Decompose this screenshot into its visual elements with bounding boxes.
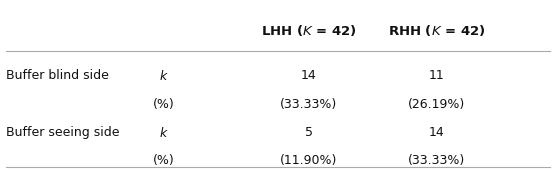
Text: Buffer seeing side: Buffer seeing side (6, 126, 119, 139)
Text: LHH ($\it{K}$ = 42): LHH ($\it{K}$ = 42) (261, 23, 356, 38)
Text: 14: 14 (301, 69, 316, 82)
Text: (%): (%) (153, 154, 175, 167)
Text: Buffer blind side: Buffer blind side (6, 69, 108, 82)
Text: (26.19%): (26.19%) (408, 98, 465, 111)
Text: (11.90%): (11.90%) (280, 154, 337, 167)
Text: 5: 5 (305, 126, 312, 139)
Text: (%): (%) (153, 98, 175, 111)
Text: 14: 14 (429, 126, 444, 139)
Text: RHH ($\it{K}$ = 42): RHH ($\it{K}$ = 42) (388, 23, 485, 38)
Text: $\it{k}$: $\it{k}$ (159, 126, 169, 140)
Text: (33.33%): (33.33%) (280, 98, 337, 111)
Text: (33.33%): (33.33%) (408, 154, 465, 167)
Text: 11: 11 (429, 69, 444, 82)
Text: $\it{k}$: $\it{k}$ (159, 69, 169, 83)
